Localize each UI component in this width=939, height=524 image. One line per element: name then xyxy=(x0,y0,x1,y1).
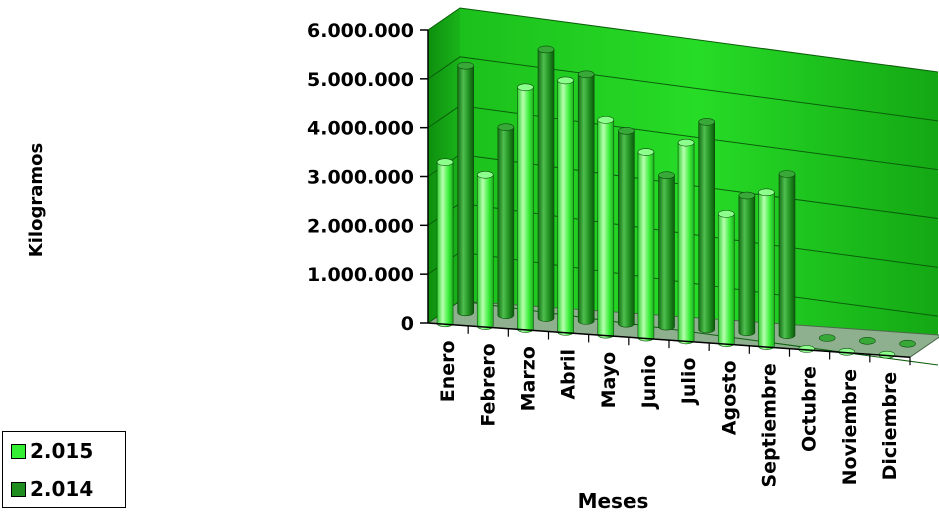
bar-2014-diciembre xyxy=(899,339,916,348)
y-tick-label: 2.000.000 xyxy=(307,215,414,237)
x-tick-label: Octubre xyxy=(799,366,821,452)
gridline xyxy=(427,56,939,122)
bar-2015-marzo xyxy=(517,83,534,333)
x-tick-label: Junio xyxy=(638,355,660,411)
legend-swatch-2014 xyxy=(11,481,26,497)
bar-2014-septiembre xyxy=(778,170,796,339)
x-tick-label: Febrero xyxy=(477,343,499,426)
y-tick-label: 1.000.000 xyxy=(307,264,414,286)
x-tick-label: Marzo xyxy=(517,346,539,411)
legend-label-2015: 2.015 xyxy=(30,439,94,463)
bar-2015-junio xyxy=(637,148,655,342)
x-tick-label: Abril xyxy=(558,349,580,400)
bar-2014-mayo xyxy=(618,127,635,328)
bar-2014-julio xyxy=(698,118,715,334)
bar-2014-marzo xyxy=(537,45,555,322)
bar-2014-agosto xyxy=(738,191,756,337)
legend-swatch-2015 xyxy=(11,443,26,459)
y-axis-label: Kilogramos xyxy=(26,143,47,257)
x-tick-label: Septiembre xyxy=(758,363,780,487)
x-tick-label: Diciembre xyxy=(879,372,901,481)
bar-2014-junio xyxy=(658,171,675,331)
bar-2015-febrero xyxy=(476,170,494,330)
x-tick-label: Julio xyxy=(678,358,700,407)
legend: 2.015 2.014 xyxy=(2,431,126,508)
y-tick-label: 5.000.000 xyxy=(307,69,414,91)
bar-2014-noviembre xyxy=(859,337,876,345)
bar-2014-octubre xyxy=(818,334,836,342)
x-tick-label: Enero xyxy=(437,340,459,402)
bar-2015-enero xyxy=(436,158,454,328)
bar-2014-abril xyxy=(577,70,595,325)
x-axis-label: Meses xyxy=(578,489,649,513)
legend-item-2014: 2.014 xyxy=(11,477,93,501)
legend-label-2014: 2.014 xyxy=(30,477,94,501)
x-tick-label: Mayo xyxy=(598,352,620,409)
y-tick-label: 3.000.000 xyxy=(307,167,414,189)
y-tick-label: 4.000.000 xyxy=(307,118,414,140)
bar-2015-abril xyxy=(557,76,574,336)
bar-2015-agosto xyxy=(717,210,735,348)
x-tick-label: Noviembre xyxy=(839,369,861,485)
bar-2015-mayo xyxy=(597,116,615,339)
legend-item-2015: 2.015 xyxy=(11,439,93,463)
bar-2014-febrero xyxy=(497,123,515,319)
bar-2014-enero xyxy=(457,61,474,317)
bar-2015-julio xyxy=(677,138,695,345)
x-tick-label: Agosto xyxy=(718,360,740,435)
y-tick-label: 6.000.000 xyxy=(307,20,414,42)
y-tick-label: 0 xyxy=(401,313,414,335)
bar-2015-septiembre xyxy=(758,188,775,350)
gridline xyxy=(427,7,939,73)
